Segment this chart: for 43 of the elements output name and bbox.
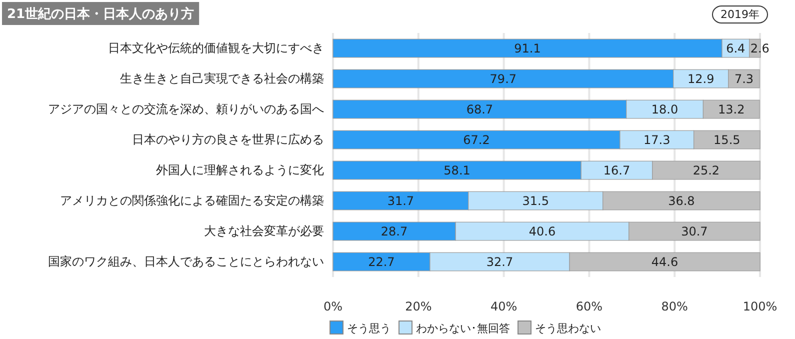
data-label: 68.7: [466, 102, 494, 116]
y-tick-label: アジアの国々との交流を深め、頼りがいのある国へ: [48, 102, 324, 116]
data-label: 91.1: [514, 41, 541, 56]
y-tick-label: 大きな社会変革が必要: [204, 224, 324, 238]
data-label: 25.2: [692, 163, 720, 178]
data-label: 12.9: [688, 72, 714, 86]
y-tick-label: 生き生きと自己実現できる社会の構築: [120, 72, 324, 86]
x-tick-label: 0%: [323, 300, 343, 314]
data-label: 32.7: [486, 254, 514, 269]
y-tick-label: 日本のやり方の良さを世界に広める: [132, 132, 324, 147]
x-tick-label: 80%: [661, 300, 688, 314]
data-label: 67.2: [463, 132, 490, 147]
data-label: 2.6: [750, 41, 770, 56]
x-tick-label: 20%: [405, 300, 432, 314]
data-label: 40.6: [528, 224, 556, 238]
data-label: 18.0: [651, 102, 678, 116]
data-label: 30.7: [681, 224, 708, 238]
data-label: 44.6: [651, 254, 678, 269]
data-label: 6.4: [726, 41, 746, 56]
x-tick-label: 60%: [576, 300, 603, 314]
data-label: 13.2: [718, 102, 745, 116]
y-tick-label: 外国人に理解されるように変化: [156, 163, 324, 178]
data-label: 79.7: [490, 72, 517, 86]
data-label: 7.3: [734, 72, 754, 86]
data-label: 17.3: [644, 132, 670, 147]
data-label: 16.7: [603, 163, 630, 178]
data-label: 36.8: [668, 194, 695, 208]
legend-label: そう思わない: [535, 322, 601, 335]
x-tick-label: 100%: [742, 300, 778, 314]
legend-label: わからない･無回答: [416, 322, 510, 335]
data-label: 15.5: [714, 132, 740, 147]
x-tick-label: 40%: [490, 300, 518, 314]
text: 21世紀の日本・日本人のあり方: [7, 6, 194, 22]
data-label: 28.7: [380, 224, 408, 238]
y-tick-label: 日本文化や伝統的価値観を大切にすべき: [108, 41, 324, 56]
y-tick-label: 国家のワク組み、日本人であることにとらわれない: [48, 254, 324, 269]
data-label: 58.1: [444, 163, 470, 178]
data-label: 22.7: [368, 254, 395, 269]
data-label: 31.7: [387, 194, 414, 208]
legend-label: そう思う: [347, 322, 391, 335]
data-label: 31.5: [522, 194, 549, 208]
y-tick-label: アメリカとの関係強化による確固たる安定の構築: [60, 194, 324, 208]
text: 2019年: [720, 8, 760, 21]
